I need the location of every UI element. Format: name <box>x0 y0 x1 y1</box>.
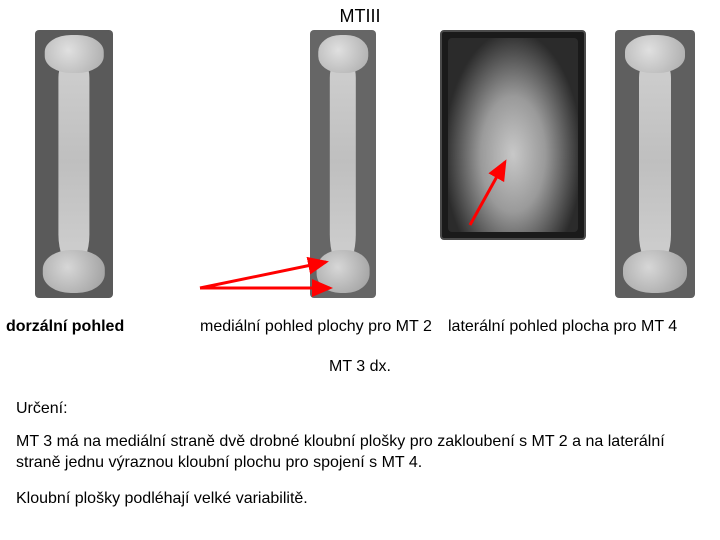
caption-mt3dx: MT 3 dx. <box>329 358 391 376</box>
foot-skeleton-image <box>440 30 586 240</box>
bone-lateral-image <box>615 30 695 298</box>
caption-dorsal: dorzální pohled <box>6 318 124 336</box>
medial-arrow-1 <box>200 262 326 288</box>
body-paragraph-1: MT 3 má na mediální straně dvě drobné kl… <box>16 432 706 474</box>
caption-lateral: laterální pohled plocha pro MT 4 <box>448 318 677 336</box>
bone-dorsal-image <box>35 30 113 298</box>
bone-medial-image <box>310 30 376 298</box>
body-paragraph-2: Kloubní plošky podléhají velké variabili… <box>16 490 706 508</box>
page-title: MTIII <box>340 6 381 27</box>
determination-label: Určení: <box>16 400 68 418</box>
caption-medial: mediální pohled plochy pro MT 2 <box>200 318 432 336</box>
image-row <box>0 30 720 300</box>
